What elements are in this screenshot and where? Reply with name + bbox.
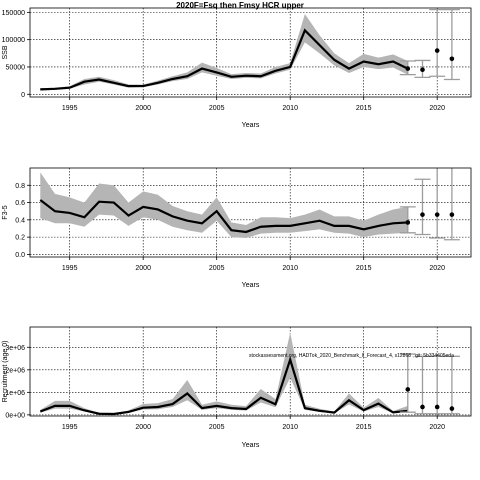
ssb-x-tick-label: 2015 xyxy=(356,105,372,112)
recruitment-forecast-point xyxy=(434,404,440,410)
ssb-y-tick-label: 150000 xyxy=(2,10,25,17)
f-y-tick-label: 0.0 xyxy=(15,252,25,259)
f-plot-frame xyxy=(29,167,472,258)
ssb-x-axis-label: Years xyxy=(242,122,260,129)
ssb-plot-frame xyxy=(29,7,472,98)
f-x-tick-label: 1995 xyxy=(62,265,78,272)
f-x-tick-label: 2000 xyxy=(135,265,151,272)
f-x-tick-label: 2005 xyxy=(209,265,225,272)
ssb-x-tick-label: 2000 xyxy=(135,105,151,112)
ssb-x-tick-label: 2020 xyxy=(429,105,445,112)
recruitment-x-axis-label: Years xyxy=(242,442,260,449)
ssb-x-tick-label: 2005 xyxy=(209,105,225,112)
ssb-confidence-band xyxy=(40,14,408,91)
f-y-tick-label: 0.8 xyxy=(15,183,25,190)
f-x-tick-label: 2020 xyxy=(429,265,445,272)
recruitment-panel: 1995 2000 2005 2010 2015 2020 0e+00 1e+06 2e+06 3… xyxy=(2,326,472,449)
recruitment-y-tick-label: 1e+06 xyxy=(5,390,25,397)
ssb-forecast-point xyxy=(434,48,440,53)
f-y-tick-label: 0.4 xyxy=(15,217,25,224)
recruitment-x-tick-label: 2020 xyxy=(429,424,445,431)
recruitment-y-tick-label: 3e+06 xyxy=(5,345,25,352)
run-annotation: stockassessment.org, HADTok_2020_Benchma… xyxy=(249,353,454,359)
ssb-forecast-point xyxy=(449,56,455,62)
chart-title: 2020F=Fsq then Fmsy HCR upper xyxy=(176,1,304,10)
recruitment-y-axis-label: Recruitment (age 0) xyxy=(2,341,9,403)
ssb-y-tick-label: 0 xyxy=(21,92,25,99)
f-forecast-point xyxy=(405,220,411,225)
recruitment-y-tick-label: 0e+00 xyxy=(5,412,25,419)
ssb-y-tick-label: 100000 xyxy=(2,37,25,44)
f-forecast-point xyxy=(434,212,440,217)
f-y-axis-label: F3-5 xyxy=(2,205,9,220)
fishing-mortality-panel: 1995 2000 2005 2010 2015 2020 0.0 0.2 0.4 0.6 0.8 Y… xyxy=(2,167,472,289)
recruitment-plot-frame xyxy=(29,326,472,417)
ssb-forecast-point xyxy=(405,66,411,71)
f-y-tick-label: 0.2 xyxy=(15,235,25,242)
f-x-tick-label: 2010 xyxy=(282,265,298,272)
ssb-forecast-point xyxy=(420,67,425,72)
recruitment-forecast-point xyxy=(405,387,411,392)
f-x-tick-label: 2015 xyxy=(356,265,372,272)
ssb-panel: 1995 2000 2005 2010 2015 2020 0 50000 100000 1500… xyxy=(2,7,472,129)
recruitment-y-tick-label: 2e+06 xyxy=(5,367,25,374)
f-forecast-point xyxy=(449,212,455,217)
recruitment-x-tick-label: 1995 xyxy=(62,424,78,431)
recruitment-x-tick-label: 2015 xyxy=(356,424,372,431)
recruitment-estimate-line xyxy=(39,356,408,416)
f-estimate-line xyxy=(39,199,408,234)
recruitment-x-tick-label: 2010 xyxy=(282,424,298,431)
f-y-tick-label: 0.6 xyxy=(15,200,25,207)
recruitment-x-tick-label: 2005 xyxy=(209,424,225,431)
ssb-y-axis-label: SSB xyxy=(2,45,9,59)
recruitment-x-tick-label: 2000 xyxy=(135,424,151,431)
recruitment-forecast-point xyxy=(420,404,425,410)
ssb-x-tick-label: 2010 xyxy=(282,105,298,112)
ssb-y-tick-label: 50000 xyxy=(6,64,26,71)
recruitment-forecast-point xyxy=(449,406,455,411)
f-forecast-point xyxy=(420,212,425,217)
ssb-x-tick-label: 1995 xyxy=(62,105,78,112)
f-x-axis-label: Years xyxy=(242,282,260,289)
ssb-estimate-line xyxy=(40,28,409,91)
